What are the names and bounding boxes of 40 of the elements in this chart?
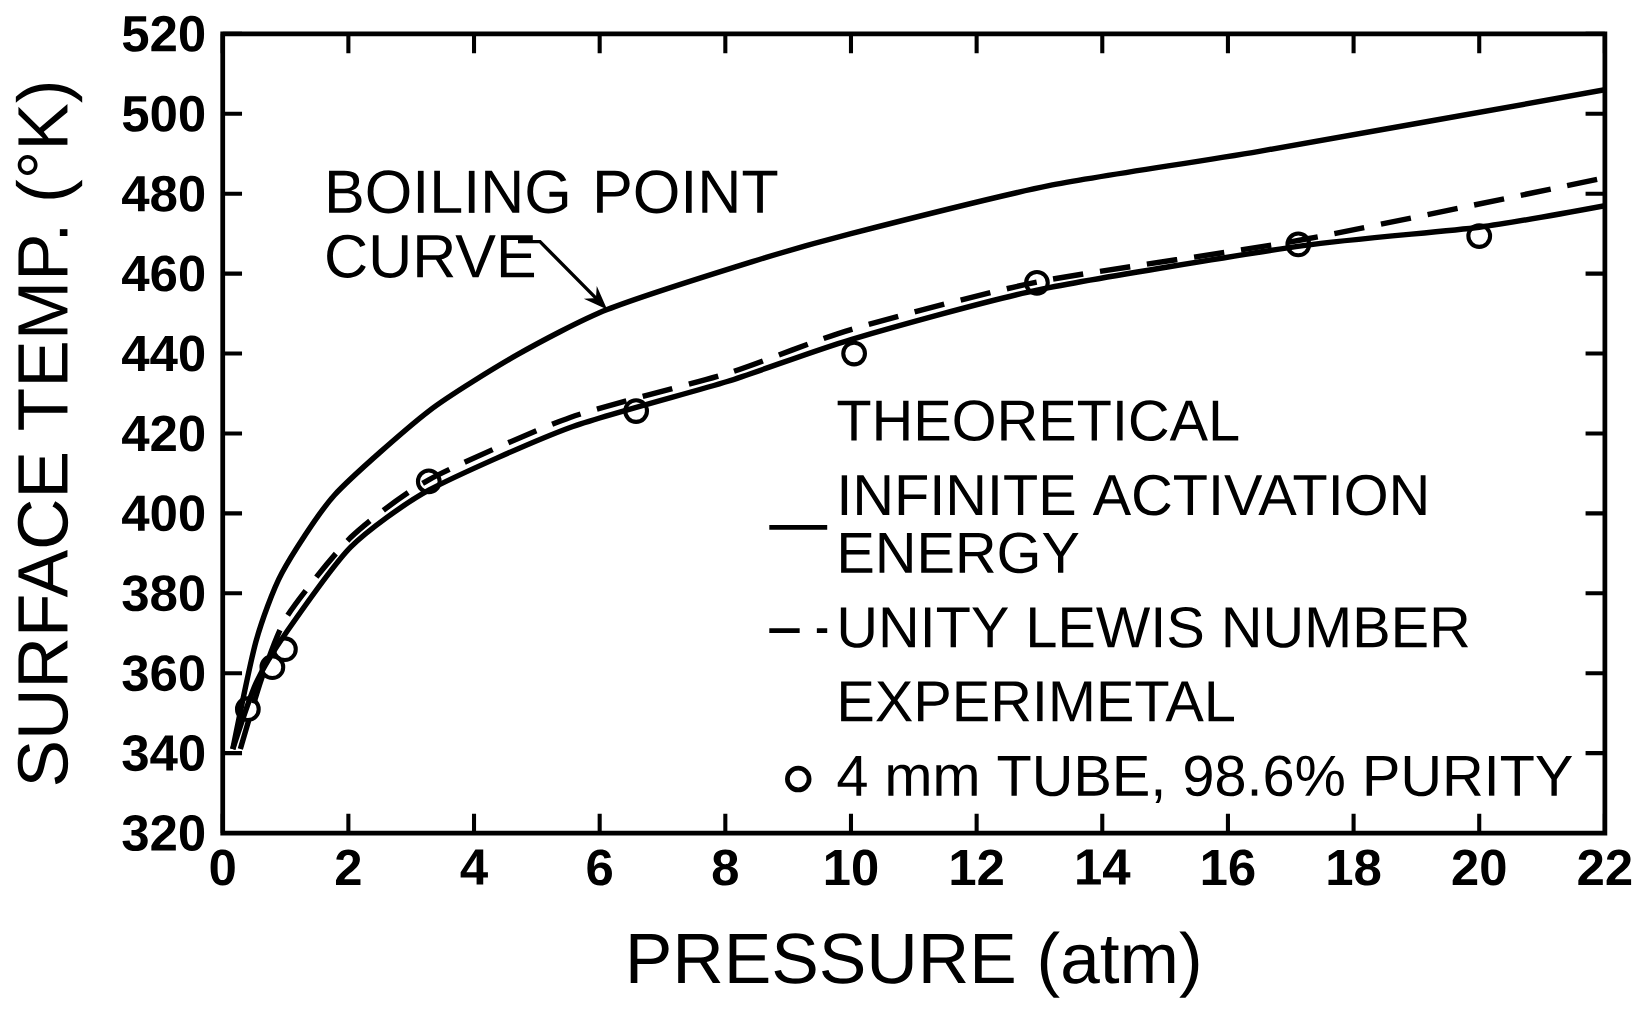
x-tick-label: 16 — [1202, 849, 1255, 886]
x-tick-label: 12 — [951, 849, 1003, 886]
point — [1024, 270, 1050, 296]
point — [623, 398, 650, 425]
legend-label: BOILING POINT CURVE — [327, 170, 778, 279]
x-axis-title: PRESSURE (atm) — [630, 931, 1199, 998]
x-tick-label: 6 — [587, 849, 612, 886]
point — [841, 340, 868, 367]
legend-label: INFINITE ACTIVATION ENERGY — [841, 474, 1426, 574]
point — [1285, 231, 1312, 258]
x-tick-label: 22 — [1578, 849, 1632, 886]
point — [259, 654, 286, 681]
y-tick-label: 500 — [122, 95, 205, 132]
point — [415, 468, 442, 495]
x-tick-label: 18 — [1328, 849, 1381, 886]
y-axis-title: SURFACE TEMP. (°K) — [15, 84, 83, 785]
point — [1466, 223, 1493, 250]
x-tick-label: 10 — [825, 849, 878, 886]
legend-label: 4 mm TUBE, 98.6% PURITY — [837, 755, 1573, 804]
y-tick-label: 440 — [122, 335, 205, 372]
annotation: THEORETICAL — [837, 400, 1239, 442]
y-tick-label: 520 — [122, 15, 205, 53]
annotation: EXPERIMETAL — [841, 681, 1234, 722]
y-tick-label: 360 — [122, 655, 205, 692]
y-tick-label: 480 — [122, 175, 205, 212]
y-tick-label: 420 — [122, 415, 205, 452]
x-tick-label: 0 — [210, 849, 235, 886]
y-tick-label: 460 — [122, 255, 205, 292]
x-tick-label: 2 — [335, 849, 361, 886]
x-tick-label: 8 — [712, 849, 738, 886]
legend-label: UNITY LEWIS NUMBER — [840, 607, 1469, 648]
y-tick-label: 380 — [122, 575, 205, 612]
y-tick-label: 320 — [122, 815, 205, 852]
point — [234, 696, 261, 723]
y-tick-label: 400 — [122, 495, 205, 532]
point — [272, 636, 298, 663]
x-tick-label: 14 — [1077, 849, 1131, 885]
y-tick-label: 340 — [122, 735, 205, 772]
x-tick-label: 20 — [1452, 849, 1506, 886]
x-tick-label: 4 — [460, 849, 488, 885]
